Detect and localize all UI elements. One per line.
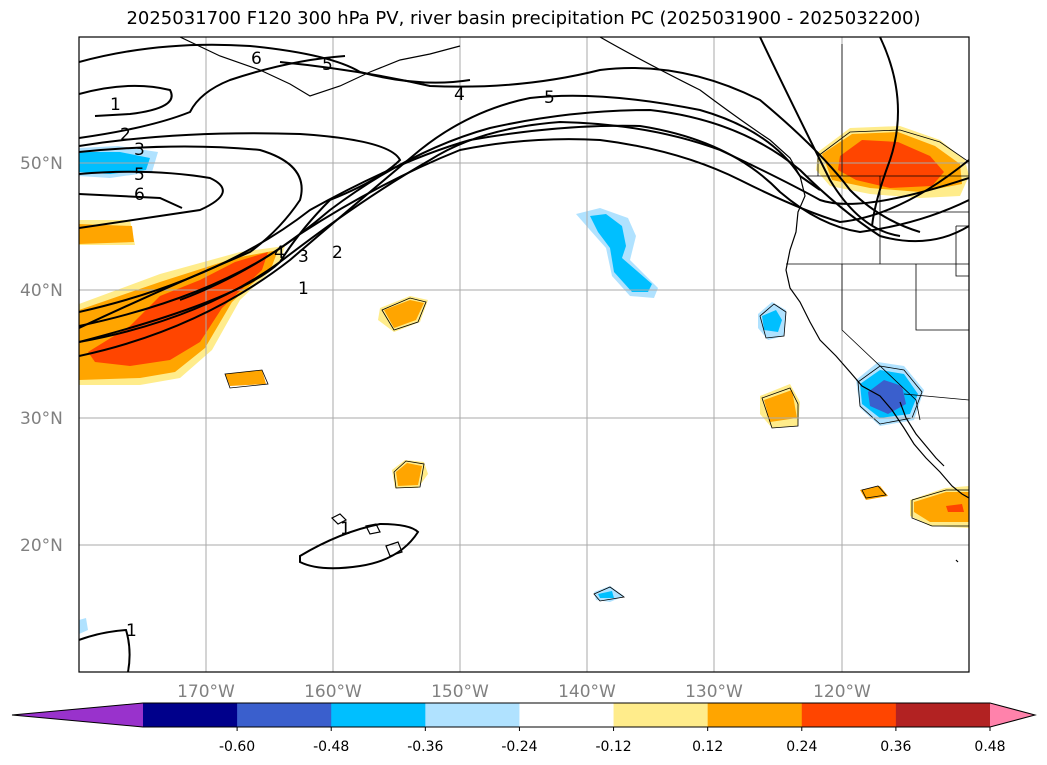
pv-contour-label: 3 <box>298 247 309 267</box>
colorbar-extend-min <box>12 703 143 727</box>
precip-positive-area <box>79 224 134 244</box>
state-border <box>955 225 969 277</box>
pv-contour-label: 5 <box>134 165 145 185</box>
colorbar-tick-label: 0.12 <box>692 739 723 755</box>
pv-contour <box>299 522 420 570</box>
colorbar-segment <box>519 703 615 727</box>
us-mexico-border <box>903 393 969 401</box>
colorbar-segment <box>425 703 520 727</box>
pv-contour-label: 1 <box>110 95 121 115</box>
state-border <box>915 264 969 331</box>
pv-contour <box>79 628 131 672</box>
lon-labels: 170°W 160°W 150°W 140°W 130°W 120°W <box>177 682 871 702</box>
pv-contour-label: 6 <box>134 185 145 205</box>
aleutian-coast <box>179 37 461 97</box>
precip-outlines <box>224 129 969 602</box>
pv-contour <box>79 124 969 313</box>
colorbar-segment <box>613 703 709 727</box>
lat-label: 20°N <box>20 536 63 556</box>
lat-labels: 50°N 40°N 30°N 20°N <box>20 154 63 556</box>
precip-negative-area <box>590 214 652 292</box>
lon-label: 120°W <box>813 682 871 702</box>
colorbar-segment <box>143 703 238 727</box>
colorbar-tick-label: 0.48 <box>974 739 1005 755</box>
lat-label: 40°N <box>20 281 63 301</box>
pv-contour-label: 3 <box>134 140 145 160</box>
pv-contour-label: 1 <box>126 621 137 641</box>
pv-contour <box>871 37 899 227</box>
pv-labels: 6 5 4 5 1 2 3 5 6 4 3 2 1 1 1 <box>110 49 555 641</box>
pv-contour-label: 5 <box>544 88 555 108</box>
pv-contour <box>79 84 173 117</box>
precip-shading <box>79 126 969 634</box>
pv-contour-label: 2 <box>120 125 131 145</box>
colorbar-extend-max <box>990 703 1035 727</box>
hawaii-island <box>385 541 403 557</box>
colorbar-segment <box>707 703 803 727</box>
lon-label: 150°W <box>431 682 489 702</box>
gridlines <box>79 37 969 672</box>
precip-negative-area <box>868 380 906 414</box>
precip-positive-area <box>914 492 969 522</box>
lon-label: 170°W <box>177 682 235 702</box>
pv-contours <box>79 37 969 672</box>
pv-contour <box>179 108 969 301</box>
pv-contour-label: 2 <box>332 243 343 263</box>
precip-negative-area <box>598 591 614 598</box>
colorbar-outline <box>11 702 1037 728</box>
pv-contour <box>79 120 969 343</box>
map-frame <box>78 36 970 673</box>
hawaii-island <box>330 513 348 525</box>
pv-contour-label: 4 <box>454 85 465 105</box>
precip-negative-area <box>79 618 88 634</box>
precip-positive-area <box>225 370 266 386</box>
precip-positive-area <box>764 390 797 422</box>
colorbar-segment <box>895 703 991 727</box>
colorbar-tick-label: -0.36 <box>407 739 443 755</box>
colorbar-tick-label: -0.48 <box>313 739 349 755</box>
pv-contour <box>79 170 224 229</box>
colorbar-tick-label: 0.36 <box>880 739 911 755</box>
figure-title: 2025031700 F120 300 hPa PV, river basin … <box>126 8 921 29</box>
lon-label: 160°W <box>304 682 362 702</box>
colorbar-segment <box>331 703 426 727</box>
colorbar-tick-label: -0.60 <box>219 739 255 755</box>
pv-contour-label: 1 <box>340 519 351 539</box>
lon-label: 140°W <box>558 682 616 702</box>
guadalupe-island <box>955 559 959 563</box>
colorbar-tick-label: -0.24 <box>501 739 537 755</box>
lat-label: 50°N <box>20 154 63 174</box>
colorbar-segment <box>237 703 332 727</box>
precip-negative-area <box>762 310 782 332</box>
lat-label: 30°N <box>20 409 63 429</box>
pv-contour <box>279 61 921 233</box>
lon-label: 130°W <box>685 682 743 702</box>
precip-positive-area <box>384 300 424 328</box>
precip-positive-area <box>946 504 964 512</box>
colorbar-tick-label: 0.24 <box>786 739 817 755</box>
colorbar: -0.60 -0.48 -0.36 -0.24 -0.12 0.12 0.24 0.36 0.4… <box>11 702 1037 755</box>
pv-contour <box>79 94 821 357</box>
pv-contour-label: 1 <box>298 279 309 299</box>
map-background <box>79 37 969 672</box>
colorbar-tick-label: -0.12 <box>595 739 631 755</box>
state-border <box>841 264 921 421</box>
precip-positive-area <box>396 463 422 486</box>
pv-contour <box>759 37 901 237</box>
colorbar-segment <box>801 703 897 727</box>
pv-contour <box>79 193 183 209</box>
baja-coast <box>899 401 945 467</box>
pv-contour-label: 5 <box>322 55 333 75</box>
pv-contour-label: 4 <box>274 243 285 263</box>
pv-contour-label: 6 <box>251 49 262 69</box>
